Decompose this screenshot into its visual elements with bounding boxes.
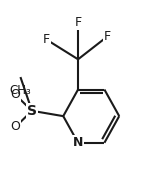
Text: N: N [73,136,83,149]
Text: F: F [43,33,50,46]
Text: O: O [11,88,20,101]
Text: F: F [104,30,111,43]
Text: CH₃: CH₃ [10,84,31,97]
Text: S: S [27,104,37,118]
Text: O: O [11,120,20,133]
Text: F: F [75,16,82,28]
